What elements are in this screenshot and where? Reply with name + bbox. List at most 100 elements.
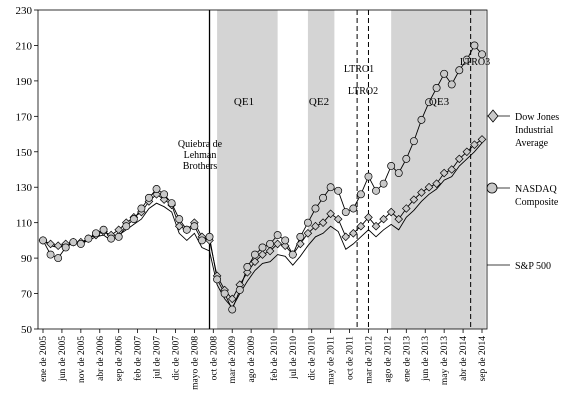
nasdaq-point: [403, 155, 410, 162]
nasdaq-point: [471, 42, 478, 49]
x-tick-label: oct de 2011: [346, 336, 356, 380]
nasdaq-point: [388, 162, 395, 169]
nasdaq-point: [198, 237, 205, 244]
y-tick-label: 90: [21, 253, 33, 265]
dow-point: [342, 233, 350, 241]
nasdaq-point: [221, 290, 228, 297]
legend: Dow Jones Industrial Average NASDAQ Comp…: [487, 110, 559, 272]
x-tick-label: jul de 2010: [289, 336, 299, 380]
y-tick-label: 130: [16, 182, 33, 194]
y-tick-label: 190: [16, 76, 33, 88]
y-axis: 50 70 90 110 130 150 170 190 210 230: [16, 5, 39, 336]
nasdaq-point: [161, 191, 168, 198]
nasdaq-point: [418, 116, 425, 123]
x-tick-label: mayo de 2008: [190, 336, 200, 390]
x-tick-label: abr de 2014: [459, 336, 469, 381]
x-tick-label: sep de 2006: [115, 336, 125, 382]
nasdaq-point: [266, 240, 273, 247]
qe2-label: QE2: [309, 96, 329, 108]
y-tick-label: 230: [16, 5, 33, 17]
dow-point: [54, 242, 62, 250]
nasdaq-point: [100, 226, 107, 233]
lehman-label-line-1: Quiebra de: [178, 139, 223, 150]
nasdaq-point: [55, 255, 62, 262]
ltro1-label: LTRO1: [344, 64, 374, 75]
nasdaq-point: [244, 263, 251, 270]
legend-dow-line-2: Industrial: [515, 125, 554, 136]
legend-sp500-label: S&P 500: [515, 261, 551, 272]
nasdaq-point: [312, 205, 319, 212]
nasdaq-point: [191, 223, 198, 230]
ltro2-label: LTRO2: [348, 86, 378, 97]
nasdaq-point: [108, 235, 115, 242]
nasdaq-point: [213, 276, 220, 283]
nasdaq-point: [206, 233, 213, 240]
qe1-label: QE1: [234, 96, 254, 108]
nasdaq-point: [183, 226, 190, 233]
x-tick-label: may de 2011: [327, 336, 337, 385]
x-tick-label: abr de 2006: [96, 336, 106, 381]
nasdaq-point: [380, 180, 387, 187]
nasdaq-point: [289, 251, 296, 258]
legend-nasdaq-line-1: NASDAQ: [515, 184, 557, 195]
nasdaq-point: [123, 223, 130, 230]
y-tick-label: 210: [16, 40, 33, 52]
legend-nasdaq-line-2: Composite: [515, 197, 559, 208]
lehman-label-line-3: Brothers: [183, 161, 218, 172]
x-tick-label: mar de 2012: [364, 336, 374, 384]
nasdaq-point: [410, 138, 417, 145]
x-tick-label: jul de 2007: [153, 336, 163, 380]
nasdaq-point: [168, 200, 175, 207]
nasdaq-point: [259, 244, 266, 251]
nasdaq-point: [395, 169, 402, 176]
nasdaq-point: [274, 231, 281, 238]
x-tick-label: mar de 2009: [228, 336, 238, 384]
x-tick-label: feb de 2010: [269, 336, 280, 381]
nasdaq-point: [115, 233, 122, 240]
nasdaq-point: [130, 216, 137, 223]
nasdaq-point: [47, 251, 54, 258]
nasdaq-point: [319, 194, 326, 201]
nasdaq-point: [282, 237, 289, 244]
lehman-label-line-2: Lehman: [184, 150, 217, 161]
nasdaq-point: [85, 235, 92, 242]
legend-dow-marker: [488, 110, 498, 122]
x-tick-label: ene de 2005: [39, 336, 49, 382]
y-tick-label: 170: [16, 111, 33, 123]
y-tick-label: 150: [16, 147, 33, 159]
nasdaq-point: [357, 191, 364, 198]
qe3-label: QE3: [429, 96, 450, 108]
legend-nasdaq-marker: [487, 183, 497, 193]
nasdaq-point: [304, 219, 311, 226]
dow-point: [334, 215, 342, 223]
nasdaq-point: [92, 230, 99, 237]
x-tick-label: oct de 2008: [209, 336, 219, 381]
x-tick-label: may de 2013: [440, 336, 450, 385]
nasdaq-point: [448, 81, 455, 88]
nasdaq-point: [350, 205, 357, 212]
nasdaq-point: [441, 70, 448, 77]
qe-shaded-regions: [217, 10, 486, 329]
x-tick-label: sep de 2014: [478, 336, 488, 382]
y-tick-label: 70: [21, 289, 33, 301]
x-tick-label: ago de 2009: [247, 336, 257, 383]
x-tick-label: dic de 2010: [308, 336, 318, 381]
nasdaq-point: [153, 185, 160, 192]
nasdaq-point: [176, 216, 183, 223]
nasdaq-point: [251, 251, 258, 258]
shade-qe2: [308, 10, 334, 329]
nasdaq-point: [433, 84, 440, 91]
nasdaq-point: [335, 187, 342, 194]
nasdaq-point: [236, 286, 243, 293]
x-tick-label: dic de 2007: [171, 336, 181, 381]
legend-dow-line-1: Dow Jones: [515, 112, 559, 123]
nasdaq-point: [62, 244, 69, 251]
nasdaq-point: [229, 306, 236, 313]
y-tick-label: 110: [16, 218, 33, 230]
legend-dow-line-3: Average: [515, 138, 549, 149]
y-tick-label: 50: [21, 324, 33, 336]
dow-point: [297, 240, 305, 248]
x-tick-label: jun de 2005: [58, 336, 68, 382]
nasdaq-point: [145, 194, 152, 201]
